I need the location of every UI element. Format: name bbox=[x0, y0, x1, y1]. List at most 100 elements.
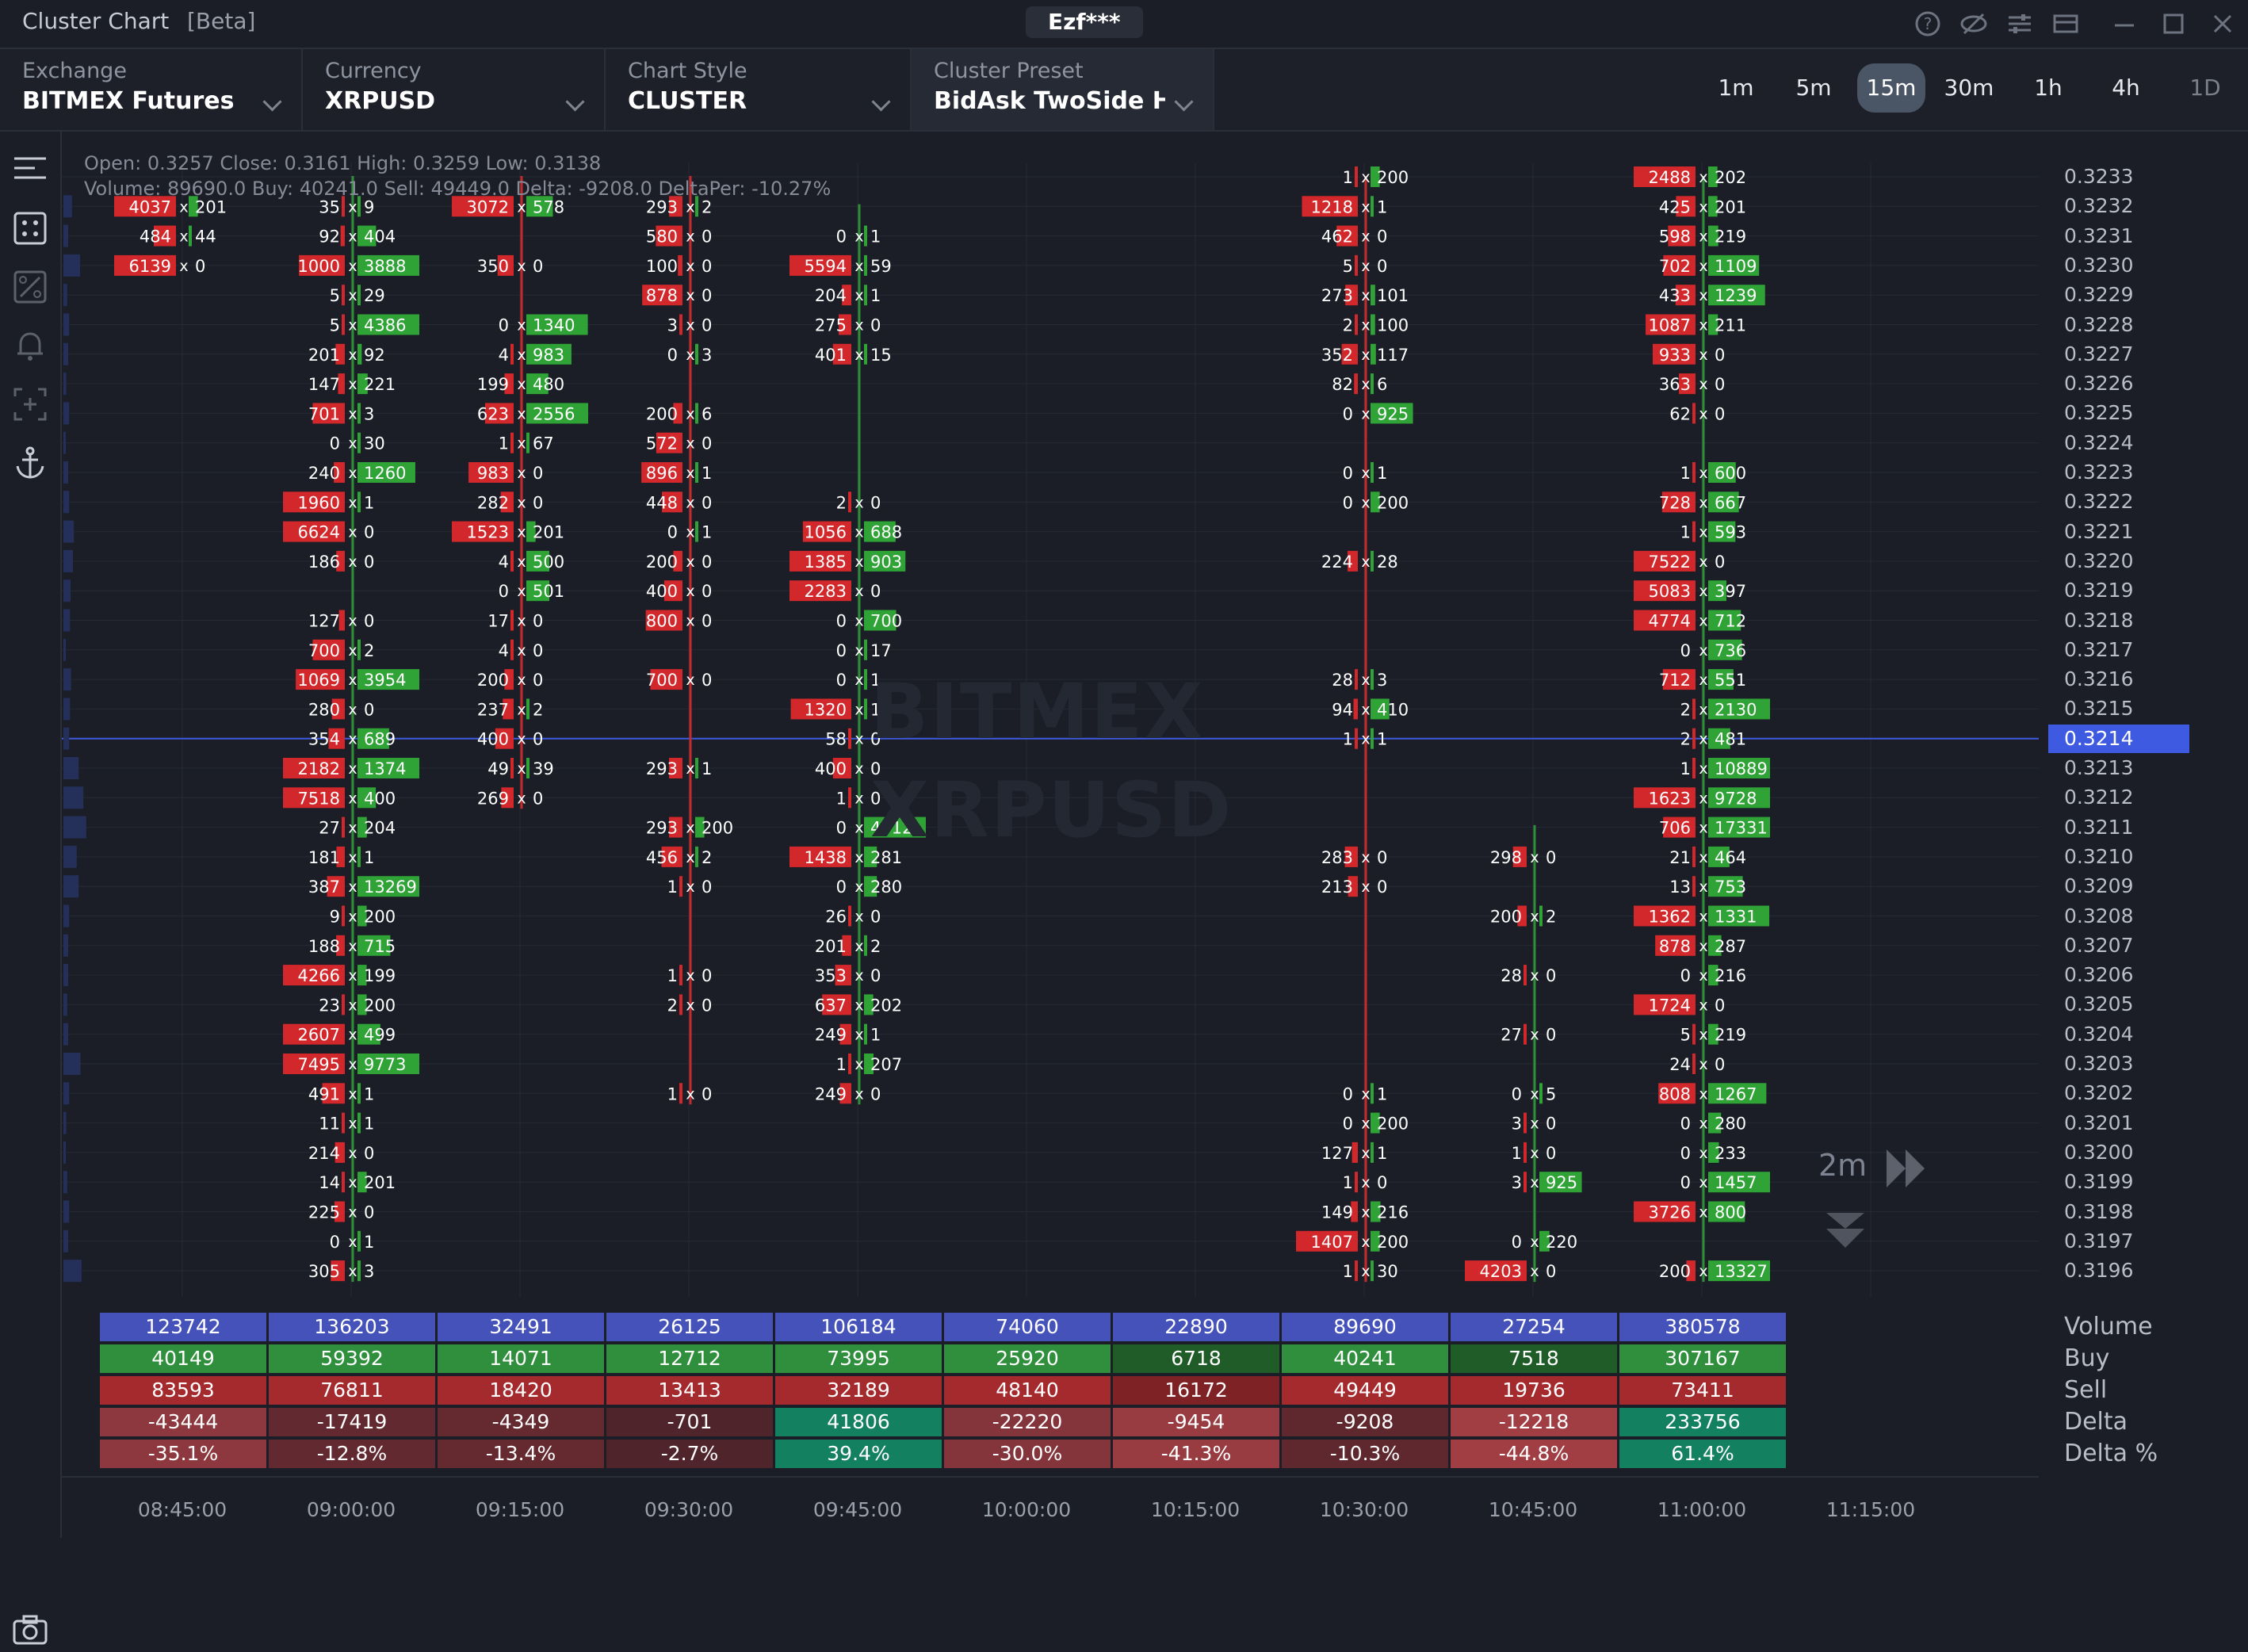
hide-icon[interactable] bbox=[1959, 10, 1988, 38]
close-icon[interactable] bbox=[2208, 10, 2237, 38]
ask-bar bbox=[357, 965, 367, 986]
ask-volume: 667 bbox=[1715, 493, 1746, 512]
bid-volume: 2 bbox=[836, 493, 847, 512]
bid-volume: 0 bbox=[330, 1233, 340, 1252]
card-icon[interactable] bbox=[2051, 10, 2080, 38]
ask-volume: 1 bbox=[1377, 464, 1387, 483]
minimize-icon[interactable] bbox=[2110, 10, 2139, 38]
cluster-separator: x bbox=[517, 671, 526, 689]
price-label: 0.3230 bbox=[2064, 253, 2134, 277]
scroll-down-icon[interactable] bbox=[1823, 1210, 1868, 1257]
bid-volume: 5 bbox=[1343, 257, 1353, 276]
timeframe-5m[interactable]: 5m bbox=[1795, 75, 1832, 101]
ask-volume: 0 bbox=[1546, 1115, 1556, 1134]
currency-selector[interactable]: Currency XRPUSD bbox=[303, 49, 606, 130]
bid-volume: 1623 bbox=[1649, 789, 1691, 808]
summary-sell: 19736 bbox=[1451, 1376, 1617, 1405]
ask-volume: 0 bbox=[870, 1084, 881, 1103]
bid-bar bbox=[510, 610, 514, 631]
cluster-preset-selector[interactable]: Cluster Preset BidAsk TwoSide Hist bbox=[912, 49, 1214, 130]
bid-volume: 5 bbox=[330, 316, 340, 335]
summary-buy: 12712 bbox=[606, 1344, 773, 1373]
bid-bar bbox=[334, 1201, 345, 1222]
summary-label: Delta % bbox=[2064, 1440, 2158, 1467]
cluster-chart[interactable]: 4037 x 201 484 x 44 6139 x 0 35 x 9 92 x 404 1000 x 3888 5… bbox=[62, 132, 2039, 1474]
summary-delta: -43444 bbox=[100, 1408, 266, 1436]
ask-volume: 216 bbox=[1715, 966, 1746, 985]
ask-bar bbox=[526, 373, 549, 395]
chart-style-selector[interactable]: Chart Style CLUSTER bbox=[606, 49, 912, 130]
fast-forward-icon[interactable] bbox=[1883, 1145, 1931, 1195]
cluster-separator: x bbox=[348, 376, 357, 393]
timeframe-1m[interactable]: 1m bbox=[1718, 75, 1754, 101]
beta-badge: [Beta] bbox=[187, 8, 256, 34]
bid-bar bbox=[283, 965, 345, 986]
ask-volume: 1 bbox=[1377, 1084, 1387, 1103]
ask-volume: 200 bbox=[364, 908, 396, 927]
window-title-tab[interactable]: Ezf*** bbox=[1026, 6, 1143, 38]
time-axis[interactable]: 08:45:00 09:00:00 09:15:00 09:30:00 09:45:00… bbox=[62, 1476, 2039, 1539]
cluster-separator: x bbox=[854, 790, 863, 807]
cluster-separator: x bbox=[854, 317, 863, 335]
summary-buy: 7518 bbox=[1451, 1344, 1617, 1373]
bid-volume: 1 bbox=[1680, 759, 1691, 778]
cluster-separator: x bbox=[1530, 849, 1539, 866]
ask-volume: 9 bbox=[364, 197, 374, 216]
crosshair-icon[interactable] bbox=[11, 385, 49, 423]
price-label: 0.3198 bbox=[2064, 1199, 2134, 1223]
timeframe-1h[interactable]: 1h bbox=[2034, 75, 2063, 101]
cluster-separator: x bbox=[686, 228, 694, 246]
bid-volume: 878 bbox=[1659, 937, 1691, 956]
cluster-separator: x bbox=[854, 524, 863, 541]
help-icon[interactable]: ? bbox=[1913, 10, 1942, 38]
ask-volume: 0 bbox=[1715, 346, 1725, 365]
bid-volume: 9 bbox=[330, 908, 340, 927]
list-icon[interactable] bbox=[11, 151, 49, 189]
ask-volume: 0 bbox=[1377, 848, 1387, 867]
price-axis[interactable]: 0.3233 0.3232 0.3231 0.3230 0.3229 0.3228 0.32… bbox=[2040, 132, 2248, 1538]
bell-icon[interactable] bbox=[11, 327, 49, 365]
camera-icon[interactable] bbox=[11, 1611, 49, 1652]
cluster-separator: x bbox=[348, 908, 357, 926]
timeframe-1D[interactable]: 1D bbox=[2189, 75, 2221, 101]
cluster-separator: x bbox=[348, 849, 357, 866]
bid-volume: 896 bbox=[646, 464, 678, 483]
bid-bar bbox=[1524, 1112, 1527, 1134]
bid-bar bbox=[1661, 491, 1696, 513]
anchor-icon[interactable] bbox=[11, 444, 49, 482]
bid-bar bbox=[312, 403, 345, 424]
timeframe-15m[interactable]: 15m bbox=[1857, 63, 1925, 113]
ask-bar bbox=[357, 787, 377, 809]
bid-volume: 701 bbox=[308, 404, 340, 423]
ask-bar bbox=[1708, 580, 1726, 602]
ask-volume: 6 bbox=[1377, 375, 1387, 394]
percent-icon[interactable] bbox=[11, 268, 49, 306]
timeframe-30m[interactable]: 30m bbox=[1944, 75, 1994, 101]
bid-bar bbox=[1634, 1201, 1696, 1222]
bid-bar bbox=[495, 728, 514, 749]
cluster-separator: x bbox=[1361, 465, 1370, 482]
timeframe-4h[interactable]: 4h bbox=[2112, 75, 2140, 101]
bid-volume: 1385 bbox=[805, 553, 847, 572]
cluster-separator: x bbox=[854, 908, 863, 926]
bid-bar bbox=[832, 758, 851, 778]
ask-volume: 1 bbox=[1377, 1144, 1387, 1163]
cluster-separator: x bbox=[1530, 1085, 1539, 1103]
bid-volume: 0 bbox=[499, 316, 509, 335]
bid-bar bbox=[328, 728, 345, 749]
exchange-selector[interactable]: Exchange BITMEX Futures bbox=[0, 49, 303, 130]
bid-volume: 0 bbox=[1680, 1115, 1691, 1134]
summary-delta-pct: -13.4% bbox=[438, 1440, 604, 1468]
ask-volume: 700 bbox=[870, 612, 902, 631]
ask-bar bbox=[526, 432, 530, 453]
bid-volume: 1362 bbox=[1649, 908, 1691, 927]
summary-delta: -22220 bbox=[944, 1408, 1111, 1436]
grid-icon[interactable] bbox=[11, 209, 49, 247]
bid-volume: 240 bbox=[308, 464, 340, 483]
settings-sliders-icon[interactable] bbox=[2005, 10, 2034, 38]
ask-bar bbox=[1371, 669, 1374, 690]
bid-bar bbox=[1355, 728, 1358, 749]
maximize-icon[interactable] bbox=[2159, 10, 2188, 38]
bid-volume: 28 bbox=[1332, 671, 1353, 690]
